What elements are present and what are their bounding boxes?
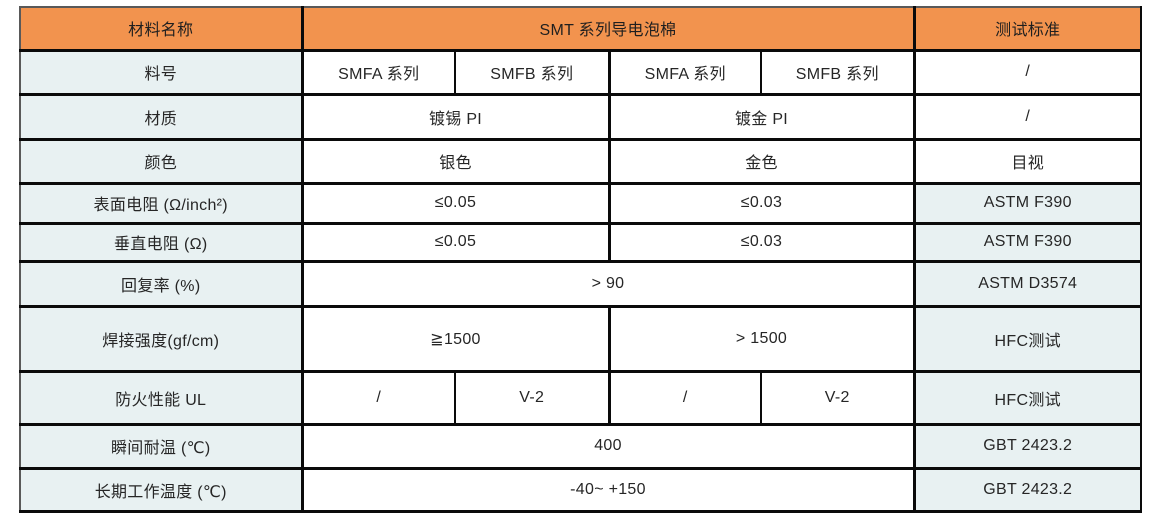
welding-strength-standard: HFC测试 (912, 304, 1142, 373)
spec-table: 材料名称 SMT 系列导电泡棉 测试标准 料号 SMFA 系列 SMFB 系列 SMFA 系… (19, 6, 1142, 513)
welding-strength-value-2: > 1500 (607, 304, 915, 373)
surface-resistance-value-2: ≤0.03 (607, 181, 915, 225)
part-number-value-4: SMFB 系列 (760, 48, 915, 96)
row-part-number: 料号 SMFA 系列 SMFB 系列 SMFA 系列 SMFB 系列 / (19, 48, 1142, 96)
vertical-resistance-value-1: ≤0.05 (300, 221, 610, 263)
operating-temperature-standard: GBT 2423.2 (912, 466, 1142, 513)
surface-resistance-value-1: ≤0.05 (300, 181, 610, 225)
vertical-resistance-standard: ASTM F390 (912, 221, 1142, 263)
color-standard: 目视 (912, 137, 1142, 185)
vertical-resistance-label: 垂直电阻 (Ω) (19, 221, 303, 263)
flammability-ul-value-2: V-2 (454, 369, 610, 426)
row-welding-strength: 焊接强度(gf/cm) ≧1500 > 1500 HFC测试 (19, 304, 1142, 373)
flammability-ul-value-1: / (300, 369, 456, 426)
row-operating-temperature: 长期工作温度 (℃) -40~ +150 GBT 2423.2 (19, 466, 1142, 513)
color-label: 颜色 (19, 137, 303, 185)
row-surface-resistance: 表面电阻 (Ω/inch²) ≤0.05 ≤0.03 ASTM F390 (19, 181, 1142, 225)
color-value-1: 银色 (300, 137, 610, 185)
test-standard-header: 测试标准 (912, 6, 1142, 52)
instant-heat-resistance-standard: GBT 2423.2 (912, 422, 1142, 470)
recovery-rate-standard: ASTM D3574 (912, 259, 1142, 308)
welding-strength-label: 焊接强度(gf/cm) (19, 304, 303, 373)
row-color: 颜色 银色 金色 目视 (19, 137, 1142, 185)
row-instant-heat-resistance: 瞬间耐温 (℃) 400 GBT 2423.2 (19, 422, 1142, 470)
material-label: 材质 (19, 92, 303, 141)
flammability-ul-standard: HFC测试 (912, 369, 1142, 426)
flammability-ul-value-4: V-2 (760, 369, 915, 426)
flammability-ul-label: 防火性能 UL (19, 369, 303, 426)
row-recovery-rate: 回复率 (%) > 90 ASTM D3574 (19, 259, 1142, 308)
recovery-rate-label: 回复率 (%) (19, 259, 303, 308)
color-value-2: 金色 (607, 137, 915, 185)
part-number-standard: / (912, 48, 1142, 96)
spec-table-body: 材料名称 SMT 系列导电泡棉 测试标准 料号 SMFA 系列 SMFB 系列 SMFA 系… (19, 6, 1142, 513)
part-number-value-1: SMFA 系列 (300, 48, 456, 96)
surface-resistance-label: 表面电阻 (Ω/inch²) (19, 181, 303, 225)
welding-strength-value-1: ≧1500 (300, 304, 610, 373)
series-title-header: SMT 系列导电泡棉 (300, 6, 915, 52)
material-value-1: 镀锡 PI (300, 92, 610, 141)
part-number-label: 料号 (19, 48, 303, 96)
row-material: 材质 镀锡 PI 镀金 PI / (19, 92, 1142, 141)
surface-resistance-standard: ASTM F390 (912, 181, 1142, 225)
row-flammability-ul: 防火性能 UL / V-2/V-2 HFC测试 (19, 369, 1142, 426)
recovery-rate-value-1: > 90 (300, 259, 915, 308)
instant-heat-resistance-value-1: 400 (300, 422, 915, 470)
material-name-header: 材料名称 (19, 6, 303, 52)
vertical-resistance-value-2: ≤0.03 (607, 221, 915, 263)
material-standard: / (912, 92, 1142, 141)
instant-heat-resistance-label: 瞬间耐温 (℃) (19, 422, 303, 470)
row-vertical-resistance: 垂直电阻 (Ω) ≤0.05 ≤0.03 ASTM F390 (19, 221, 1142, 263)
row-header: 材料名称 SMT 系列导电泡棉 测试标准 (19, 6, 1142, 52)
part-number-value-3: SMFA 系列 (607, 48, 762, 96)
flammability-ul-value-3: / (607, 369, 762, 426)
part-number-value-2: SMFB 系列 (454, 48, 610, 96)
operating-temperature-value-1: -40~ +150 (300, 466, 915, 513)
operating-temperature-label: 长期工作温度 (℃) (19, 466, 303, 513)
material-value-2: 镀金 PI (607, 92, 915, 141)
